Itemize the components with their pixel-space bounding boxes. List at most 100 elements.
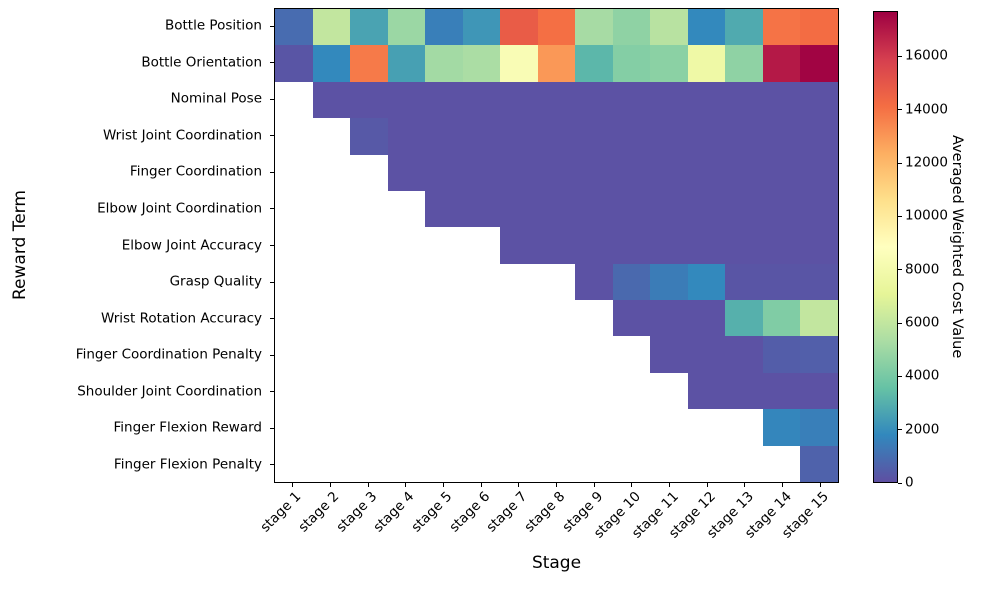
colorbar-tick-label: 8000 (905, 260, 940, 277)
heatmap-cell (800, 300, 838, 337)
heatmap-cell (500, 300, 538, 337)
heatmap-cell (575, 118, 613, 155)
heatmap-cell (650, 300, 688, 337)
heatmap-cell (387, 336, 426, 373)
heatmap-cell (387, 81, 426, 119)
heatmap-cell (650, 190, 688, 228)
heatmap-cell (387, 445, 426, 482)
heatmap-cell (612, 336, 651, 373)
heatmap-cell (425, 45, 463, 82)
heatmap-cell (687, 263, 726, 301)
heatmap-cell (725, 227, 763, 264)
heatmap-cell (650, 154, 688, 191)
heatmap-cell (500, 154, 538, 191)
heatmap-cell (275, 300, 313, 337)
heatmap-cell (537, 445, 576, 482)
heatmap-cell (537, 9, 576, 46)
heatmap-cell (687, 190, 726, 228)
y-tick-mark (270, 135, 274, 137)
heatmap-cell (762, 409, 801, 446)
x-tick-mark (405, 483, 407, 487)
heatmap-cell (312, 9, 351, 46)
heatmap-cell (650, 263, 688, 301)
heatmap-cell (500, 45, 538, 82)
heatmap-cell (612, 9, 651, 46)
heatmap-cell (650, 118, 688, 155)
heatmap-cell (800, 154, 838, 191)
y-tick-label: Elbow Joint Coordination (97, 200, 262, 217)
x-tick-mark (669, 483, 670, 487)
heatmap-cell (725, 445, 763, 482)
heatmap-cell (500, 118, 538, 155)
x-tick-mark (292, 483, 294, 487)
heatmap-cell (687, 81, 726, 119)
heatmap-cell (462, 190, 501, 228)
heatmap-cell (312, 372, 351, 410)
heatmap-cell (275, 336, 313, 373)
x-tick-mark (593, 483, 595, 487)
heatmap-cell (387, 372, 426, 410)
heatmap-cell (387, 300, 426, 337)
heatmap-cell (650, 45, 688, 82)
heatmap-cell (537, 81, 576, 119)
colorbar (873, 11, 898, 483)
heatmap-cell (800, 445, 838, 482)
colorbar-tick-mark (898, 55, 902, 57)
heatmap-cell (500, 263, 538, 301)
colorbar-tick-mark (898, 269, 902, 271)
heatmap-cell (387, 190, 426, 228)
y-tick-label: Bottle Orientation (141, 54, 262, 71)
heatmap-cell (275, 45, 313, 82)
x-tick-label: stage 7 (483, 488, 531, 536)
heatmap-cell (462, 227, 501, 264)
heatmap-cell (650, 81, 688, 119)
heatmap-cell (462, 154, 501, 191)
heatmap-cell (350, 445, 388, 482)
heatmap-cell (650, 372, 688, 410)
heatmap-cell (650, 409, 688, 446)
heatmap-cell (725, 190, 763, 228)
x-tick-mark (367, 483, 369, 487)
heatmap-cell (462, 9, 501, 46)
heatmap-cell (425, 300, 463, 337)
y-tick-mark (270, 245, 274, 246)
heatmap-cell (275, 81, 313, 119)
heatmap-cell (687, 336, 726, 373)
x-tick-label: stage 1 (257, 488, 305, 536)
x-tick-label: stage 3 (333, 488, 381, 536)
y-tick-label: Nominal Pose (170, 90, 262, 107)
y-tick-mark (270, 25, 274, 27)
heatmap-cell (687, 154, 726, 191)
heatmap-cell (800, 190, 838, 228)
heatmap-cell (725, 81, 763, 119)
heatmap-cell (725, 300, 763, 337)
heatmap-cell (800, 45, 838, 82)
heatmap-cell (762, 445, 801, 482)
heatmap-cell (500, 227, 538, 264)
heatmap-cell (612, 45, 651, 82)
heatmap-cell (762, 154, 801, 191)
heatmap-cell (537, 372, 576, 410)
heatmap-cell (500, 9, 538, 46)
heatmap-cell (762, 45, 801, 82)
heatmap-cell (350, 227, 388, 264)
heatmap-cell (500, 445, 538, 482)
heatmap-cell (350, 300, 388, 337)
heatmap-cell (725, 118, 763, 155)
colorbar-title: Averaged Weighted Cost Value (949, 135, 965, 359)
y-tick-label: Finger Coordination Penalty (75, 346, 262, 363)
heatmap-cell (350, 45, 388, 82)
heatmap-cell (312, 409, 351, 446)
heatmap-cell (650, 445, 688, 482)
y-tick-mark (270, 391, 274, 393)
heatmap-cell (725, 336, 763, 373)
heatmap-cell (350, 336, 388, 373)
heatmap-cell (500, 81, 538, 119)
x-tick-mark (330, 483, 331, 487)
y-tick-label: Wrist Rotation Accuracy (100, 309, 262, 326)
x-tick-mark (819, 483, 821, 487)
x-tick-label: stage 5 (408, 488, 456, 536)
y-tick-label: Shoulder Joint Coordination (77, 382, 262, 399)
heatmap-cell (350, 9, 388, 46)
